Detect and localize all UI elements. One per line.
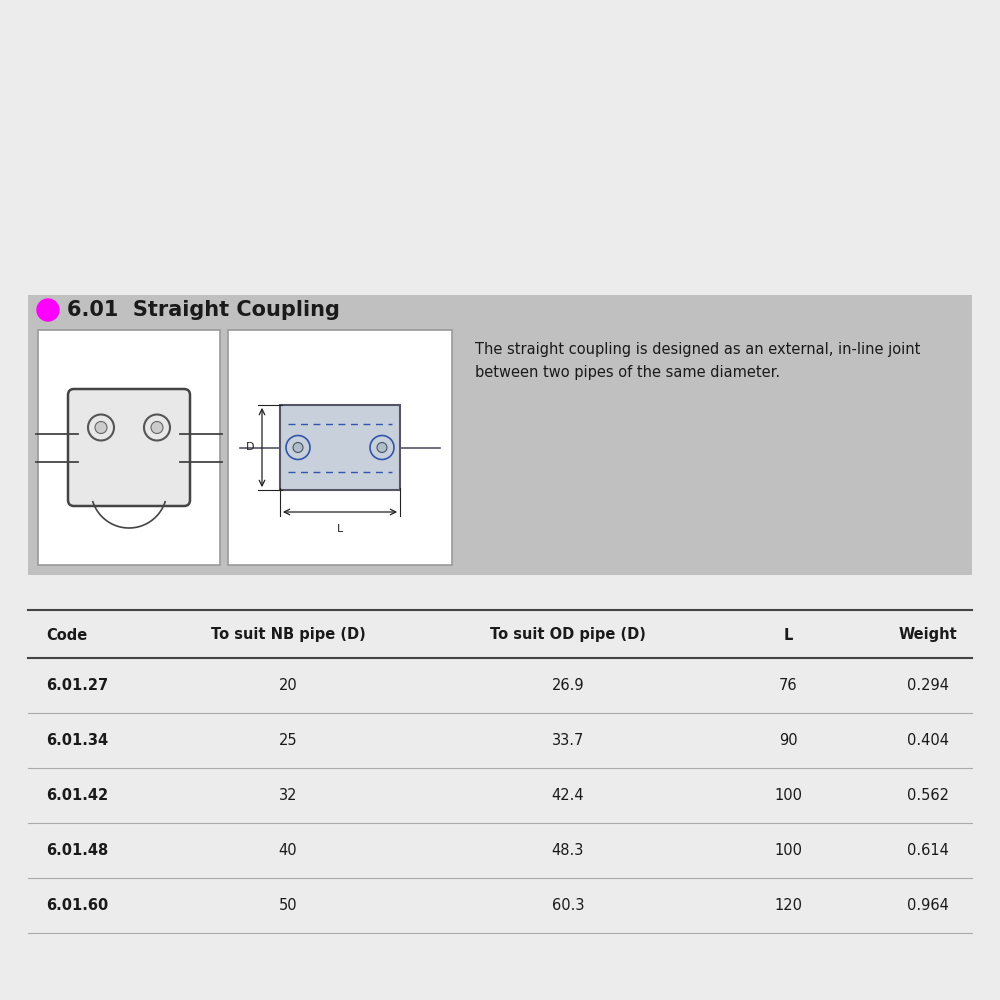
Text: 6.01.48: 6.01.48 xyxy=(46,843,108,858)
Text: 32: 32 xyxy=(279,788,297,803)
Text: Code: Code xyxy=(46,628,87,643)
Text: 0.964: 0.964 xyxy=(907,898,949,913)
FancyBboxPatch shape xyxy=(28,295,972,575)
Text: 20: 20 xyxy=(279,678,297,693)
Text: 48.3: 48.3 xyxy=(552,843,584,858)
Text: 33.7: 33.7 xyxy=(552,733,584,748)
Text: 0.404: 0.404 xyxy=(907,733,949,748)
Text: 90: 90 xyxy=(779,733,797,748)
Text: L: L xyxy=(783,628,793,643)
Text: 26.9: 26.9 xyxy=(552,678,584,693)
Text: 6.01.34: 6.01.34 xyxy=(46,733,108,748)
Text: 6.01  Straight Coupling: 6.01 Straight Coupling xyxy=(67,300,340,320)
Text: D: D xyxy=(246,442,254,452)
Text: Weight: Weight xyxy=(899,628,957,643)
FancyBboxPatch shape xyxy=(280,405,400,490)
Text: 6.01.60: 6.01.60 xyxy=(46,898,108,913)
Text: 60.3: 60.3 xyxy=(552,898,584,913)
Text: L: L xyxy=(337,524,343,534)
Circle shape xyxy=(95,422,107,434)
Text: 100: 100 xyxy=(774,788,802,803)
Text: 0.294: 0.294 xyxy=(907,678,949,693)
Text: 100: 100 xyxy=(774,843,802,858)
FancyBboxPatch shape xyxy=(38,330,220,565)
Text: 120: 120 xyxy=(774,898,802,913)
Text: 6.01.27: 6.01.27 xyxy=(46,678,108,693)
Text: 0.562: 0.562 xyxy=(907,788,949,803)
Circle shape xyxy=(293,442,303,452)
Text: 0.614: 0.614 xyxy=(907,843,949,858)
Text: To suit NB pipe (D): To suit NB pipe (D) xyxy=(211,628,365,643)
Circle shape xyxy=(377,442,387,452)
FancyBboxPatch shape xyxy=(68,389,190,506)
Text: The straight coupling is designed as an external, in-line joint
between two pipe: The straight coupling is designed as an … xyxy=(475,342,920,380)
Text: 25: 25 xyxy=(279,733,297,748)
Text: 42.4: 42.4 xyxy=(552,788,584,803)
Circle shape xyxy=(151,422,163,434)
Text: 40: 40 xyxy=(279,843,297,858)
Text: To suit OD pipe (D): To suit OD pipe (D) xyxy=(490,628,646,643)
FancyBboxPatch shape xyxy=(228,330,452,565)
Text: 76: 76 xyxy=(779,678,797,693)
Text: 50: 50 xyxy=(279,898,297,913)
Circle shape xyxy=(37,299,59,321)
Text: 6.01.42: 6.01.42 xyxy=(46,788,108,803)
